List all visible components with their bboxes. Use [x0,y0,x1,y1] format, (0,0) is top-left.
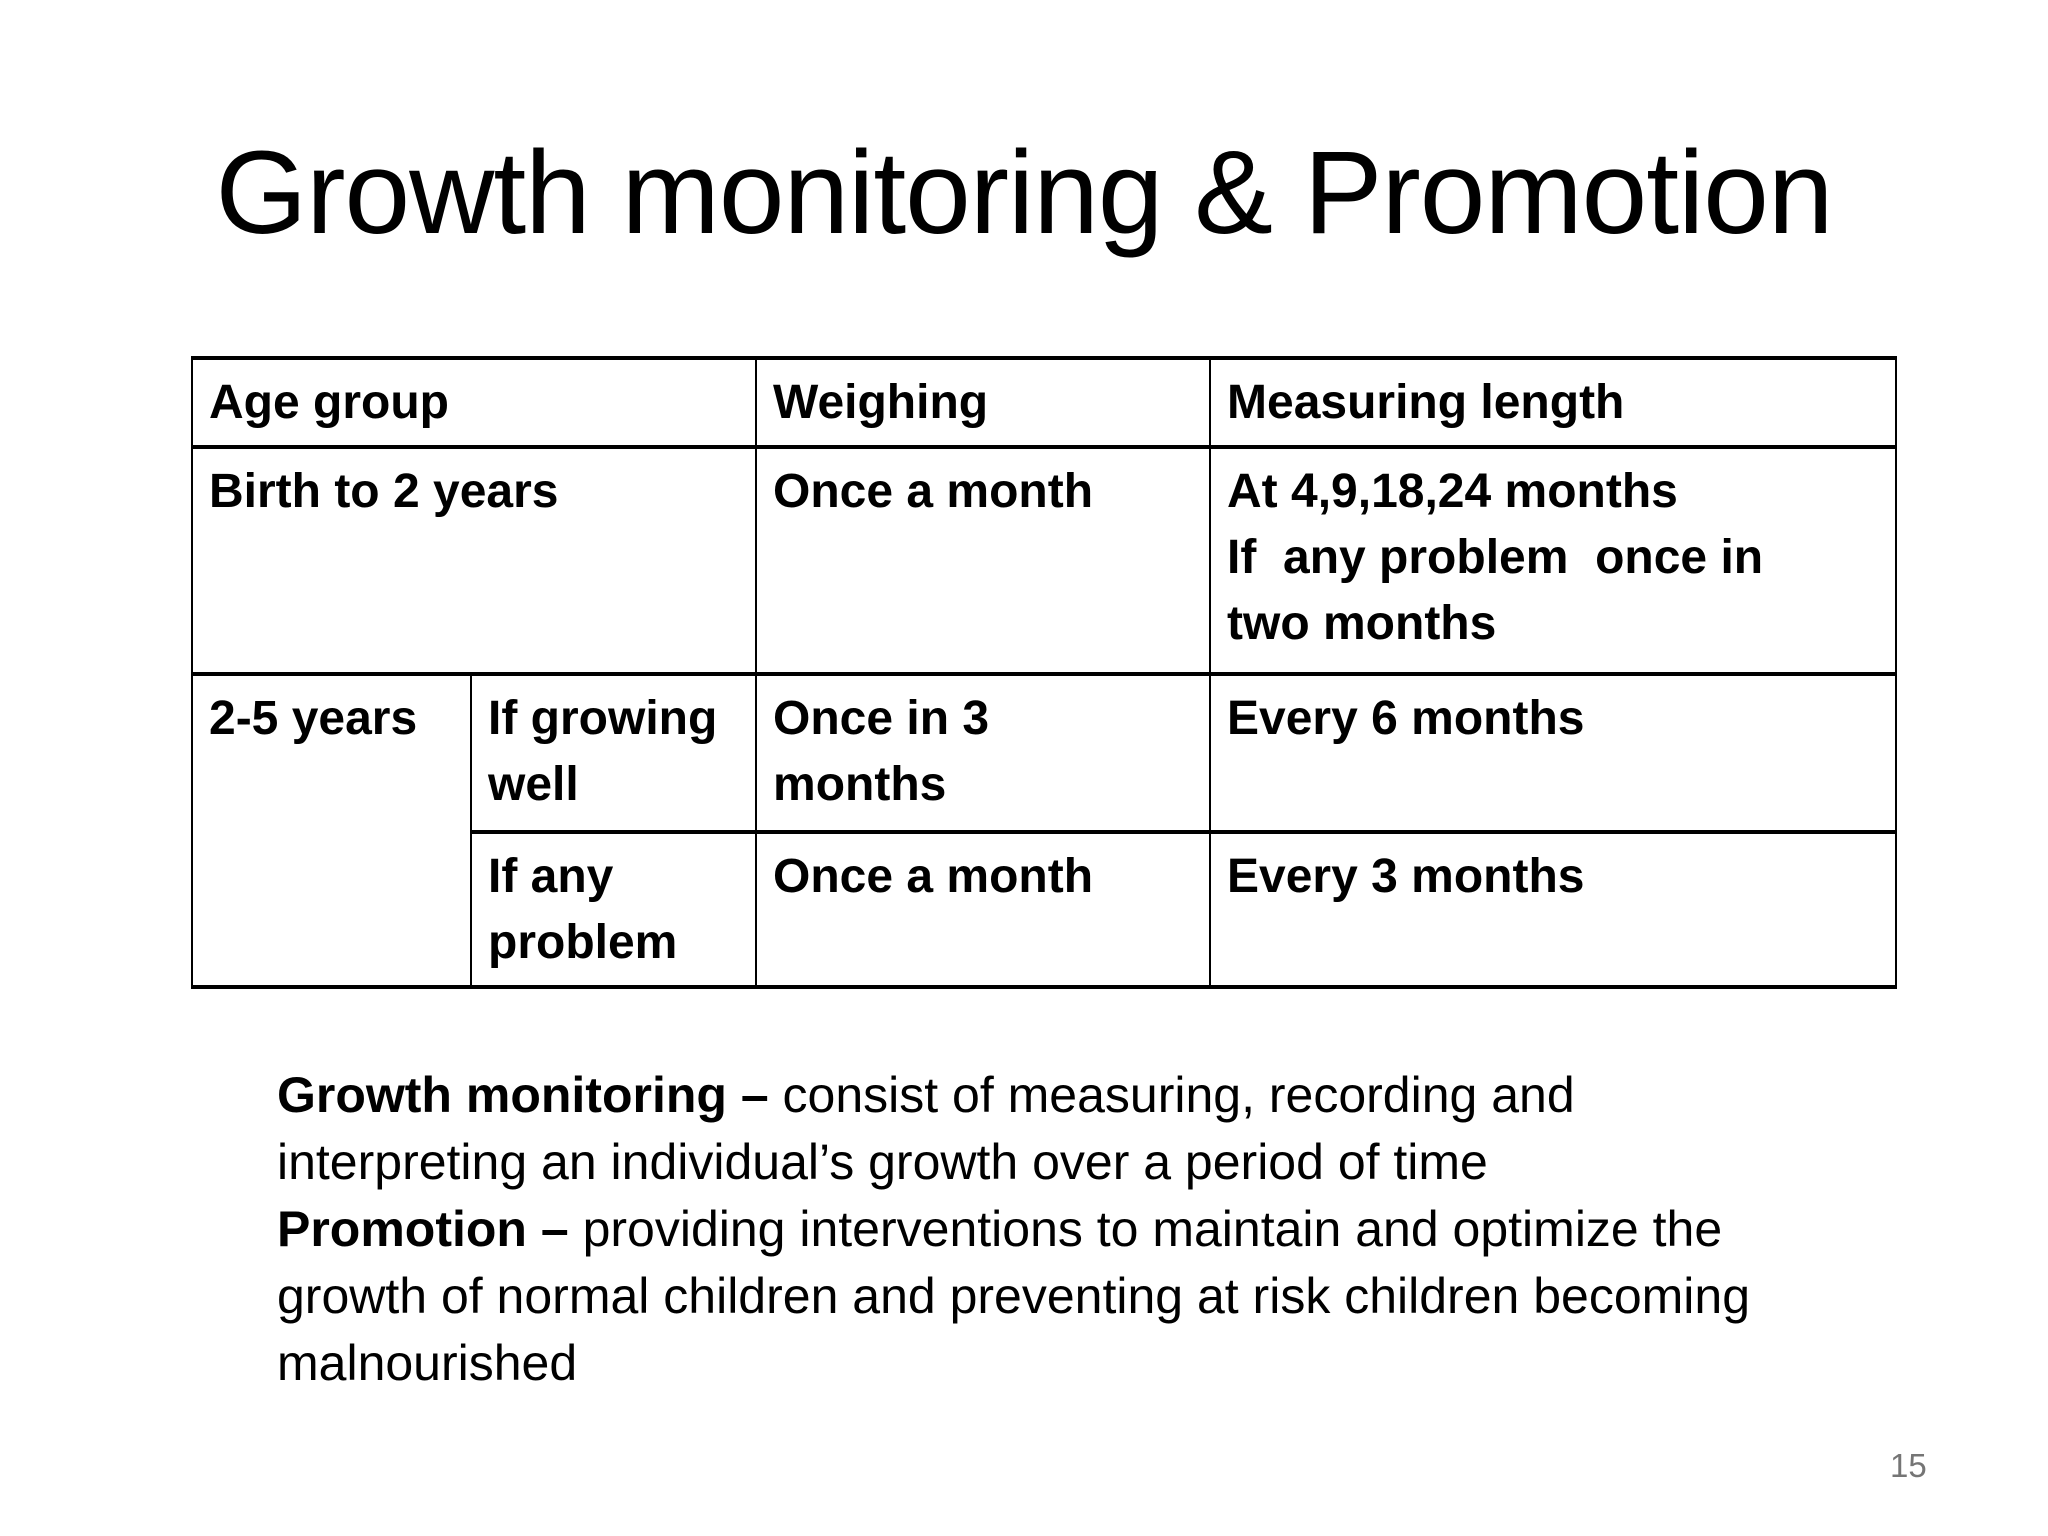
cell-birth-weighing: Once a month [755,445,1212,676]
cell-growing-condition: If growing well [469,672,758,834]
growth-monitoring-definition: consist of measuring, recording and inte… [277,1067,1575,1190]
header-cell-measuring-length: Measuring length [1209,356,1898,449]
table-row-2-5-growing-well: 2-5 years If growing well Once in 3 mont… [191,672,1898,989]
growth-monitoring-table: Age group Weighing Measuring length Birt… [190,356,1898,989]
cell-birth-measuring: At 4,9,18,24 months If any problem once … [1209,445,1898,676]
table-row-2-5-any-problem: If any problem Once a month Every 3 mont… [192,830,1898,989]
cell-2-5-age: 2-5 years [191,672,472,989]
table-header-row: Age group Weighing Measuring length [190,356,1898,449]
slide-title: Growth monitoring & Promotion [215,127,1833,259]
cell-problem-condition: If any problem [469,830,758,989]
cell-birth-age: Birth to 2 years [190,445,758,676]
definitions-paragraph: Growth monitoring – consist of measuring… [277,1062,1957,1397]
page-number: 15 [1890,1447,1927,1484]
table-row-birth-to-2-years: Birth to 2 years Once a month At 4,9,18,… [190,445,1898,676]
header-cell-age-group: Age group [190,356,758,449]
promotion-definition: providing interventions to maintain and … [277,1201,1750,1391]
cell-problem-measuring: Every 3 months [1209,830,1898,989]
cell-growing-measuring: Every 6 months [1209,672,1898,834]
cell-problem-weighing: Once a month [755,830,1212,989]
cell-growing-weighing: Once in 3 months [755,672,1212,834]
growth-monitoring-term: Growth monitoring – [277,1067,783,1123]
promotion-term: Promotion – [277,1201,583,1257]
header-cell-weighing: Weighing [755,356,1212,449]
